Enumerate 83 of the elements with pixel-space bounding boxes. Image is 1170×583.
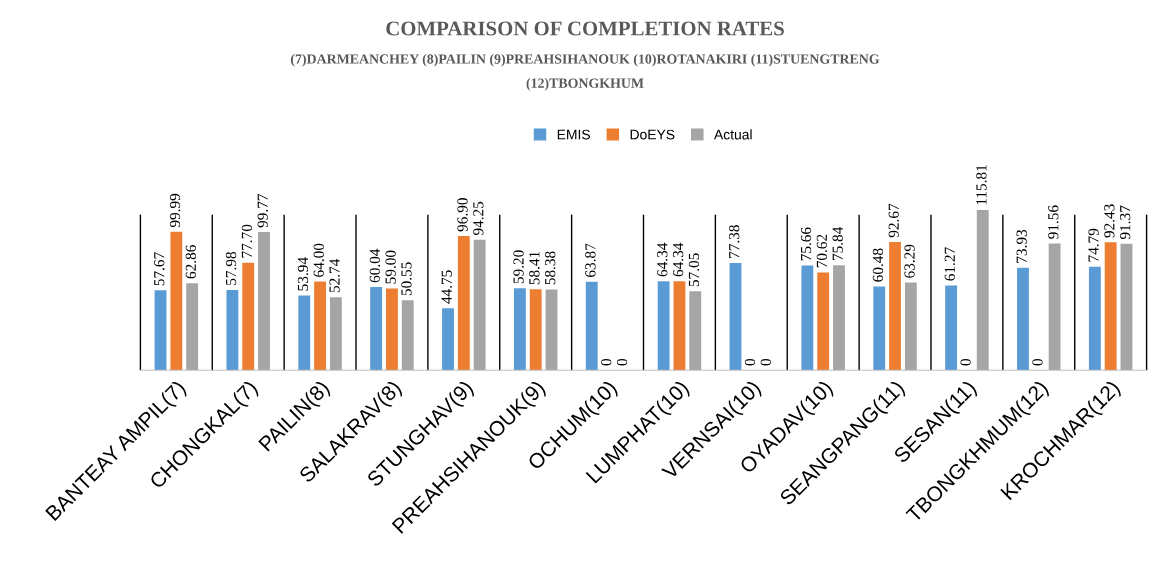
data-label: 99.99 [169, 193, 181, 228]
data-label: 0 [1032, 358, 1043, 366]
bar [904, 282, 917, 371]
bar [817, 272, 830, 371]
data-label: 64.34 [657, 242, 668, 277]
bar [529, 289, 542, 371]
bar [386, 288, 398, 371]
bar [1017, 267, 1029, 371]
data-label: 44.75 [441, 270, 452, 304]
bar [729, 263, 742, 371]
data-label: 63.87 [585, 243, 596, 277]
bar [1104, 242, 1117, 371]
bar [1120, 243, 1133, 371]
bar [442, 308, 454, 371]
data-label: 52.74 [329, 258, 340, 293]
legend-label: EMIS [557, 129, 590, 140]
data-label: 91.37 [1120, 205, 1131, 240]
bar [457, 236, 470, 371]
data-label: 61.27 [944, 247, 955, 281]
chart-title: COMPARISON OF COMPLETION RATES [386, 21, 784, 36]
bar [873, 286, 886, 371]
bar [226, 289, 239, 371]
bar [833, 265, 845, 371]
data-label: 0 [744, 358, 756, 366]
data-label: 59.20 [513, 250, 524, 284]
data-label: 77.70 [241, 224, 253, 258]
legend-label: Actual [713, 129, 752, 140]
data-label: 0 [616, 358, 628, 366]
data-label: 62.86 [185, 245, 197, 279]
data-label: 0 [960, 358, 971, 366]
bar [976, 209, 989, 371]
data-label: 0 [760, 358, 771, 366]
legend-label: DoEYS [630, 129, 675, 140]
data-label: 92.43 [1104, 204, 1115, 238]
bar [673, 281, 686, 371]
data-label: 73.93 [1016, 229, 1027, 263]
bar [298, 295, 311, 371]
data-label: 94.25 [473, 201, 484, 236]
data-label: 57.05 [688, 253, 700, 287]
bar [242, 262, 255, 371]
data-label: 70.62 [816, 234, 828, 268]
data-label: 0 [601, 358, 612, 366]
data-label: 60.04 [369, 248, 381, 283]
bar [401, 300, 414, 371]
bar [689, 291, 702, 371]
data-label: 50.55 [401, 262, 412, 296]
data-label: 64.00 [313, 243, 324, 277]
bar [1048, 243, 1061, 371]
bar [186, 283, 199, 371]
bar [545, 289, 558, 371]
bar [945, 285, 958, 371]
chart-subtitle: (7)DARMEANCHEY (8)PAILIN (9)PREAHSIHANOUK (10)ROTANAKIRI (11)STUENGTRENG (12)TBONGKHUM [290, 53, 880, 91]
data-label: 57.98 [225, 251, 237, 285]
bar [154, 290, 167, 371]
bar [801, 265, 814, 371]
data-label: 63.29 [904, 244, 915, 278]
bar [170, 231, 183, 371]
data-label: 74.79 [1088, 228, 1099, 262]
data-label: 77.38 [729, 225, 740, 258]
data-label: 64.34 [672, 242, 684, 277]
data-label: 60.48 [872, 248, 884, 282]
data-label: 92.67 [888, 203, 899, 238]
bar [513, 288, 526, 371]
bar [473, 239, 486, 371]
data-label: 75.84 [832, 226, 843, 261]
data-label: 99.77 [257, 193, 268, 228]
bar [258, 232, 270, 371]
data-label: 57.67 [154, 252, 165, 286]
data-label: 96.90 [457, 198, 468, 232]
bar [1088, 266, 1101, 371]
bar [370, 287, 383, 371]
bar [314, 281, 327, 371]
bar [585, 281, 598, 371]
data-label: 75.66 [800, 227, 812, 261]
data-label: 58.41 [529, 251, 540, 285]
data-label: 58.38 [545, 251, 556, 285]
bar [889, 241, 901, 371]
data-label: 91.56 [1048, 205, 1059, 239]
data-label: 115.81 [976, 165, 987, 205]
bar [329, 297, 342, 371]
data-label: 59.00 [385, 250, 396, 284]
bar [657, 281, 670, 371]
data-label: 53.94 [297, 257, 309, 291]
